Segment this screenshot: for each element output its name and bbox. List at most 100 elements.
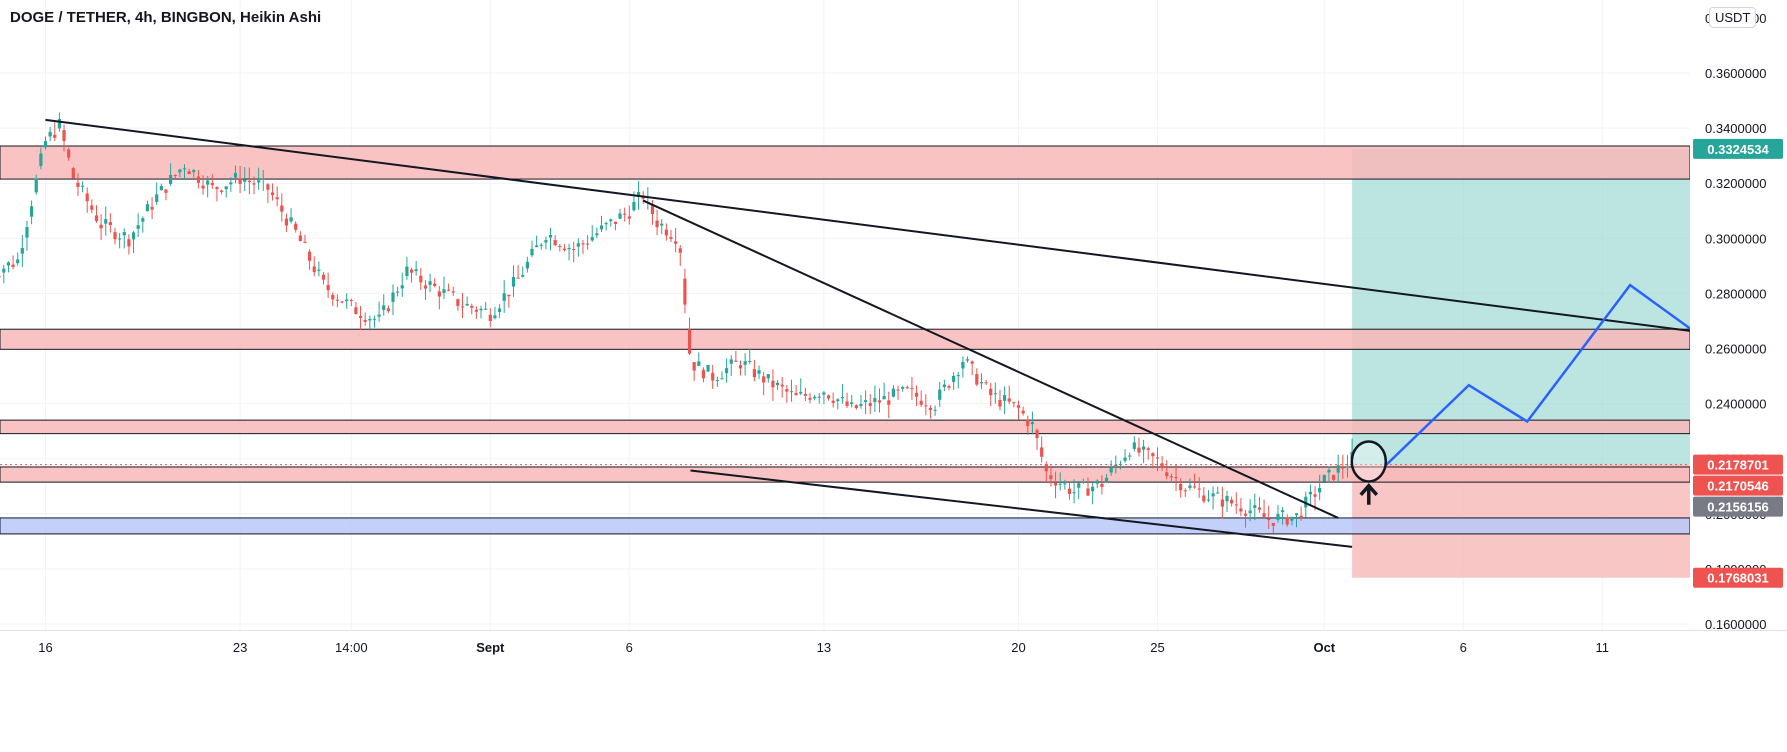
candle-body [706,364,710,372]
candle-body [136,225,140,229]
candle-body [952,375,956,382]
candle-body [1100,483,1104,487]
price-label: 0.2178701 [1707,458,1768,473]
candle-body [1044,464,1048,472]
candle-body [539,244,543,246]
candle-body [609,219,613,222]
candle-body [683,278,687,305]
price-axis [1690,0,1787,752]
candle-body [164,189,168,193]
candle-body [752,369,756,378]
candle-body [6,262,11,266]
candle-body [85,193,89,202]
candle-body [266,184,270,190]
x-tick-label: Sept [476,640,505,655]
candle-body [465,303,469,306]
candle-body [67,149,71,158]
candle-body [650,205,655,215]
candle-body [720,378,724,380]
candle-body [145,204,150,212]
candle-body [664,229,668,236]
candle-body [76,182,80,187]
candle-body [345,299,349,302]
candle-body [1155,457,1160,459]
candle-body [738,365,743,369]
candle-body [919,400,923,405]
candle-body [743,361,747,365]
candle-body [470,305,474,308]
candle-body [910,388,914,390]
candle-body [1012,402,1016,404]
candle-body [294,223,298,230]
candle-body [576,243,580,247]
candle-body [975,374,979,385]
candle-body [108,222,112,226]
x-tick-label: 6 [1460,640,1467,655]
candle-body [623,213,627,215]
candle-body [289,217,293,222]
candle-body [243,179,247,182]
candle-body [363,319,367,322]
x-tick-label: 25 [1150,640,1164,655]
candle-body [451,291,455,293]
candle-body [1142,446,1146,450]
candle-body [701,369,706,379]
candle-body [141,218,145,222]
candle-body [891,388,895,397]
candle-body [1188,485,1192,488]
candle-body [1021,410,1025,414]
candle-body [1016,405,1021,408]
candle-body [813,396,817,399]
candle-body [965,359,970,361]
candle-body [2,268,6,273]
candle-body [358,315,363,318]
candle-body [159,186,163,191]
candle-body [1322,474,1326,482]
candle-body [627,216,631,219]
candle-body [1290,516,1294,521]
candle-body [30,206,34,217]
candle-body [604,223,608,225]
candle-body [989,388,993,396]
trendline [642,199,1339,519]
candle-body [1049,475,1053,480]
candle-body [71,168,75,179]
price-label-bg [1693,567,1783,588]
candle-body [618,213,622,219]
candle-body [437,291,441,297]
candle-body [854,405,858,409]
x-tick-label: 20 [1011,640,1025,655]
candle-body [567,248,571,250]
candle-body [850,402,854,405]
candle-body [62,130,66,142]
candle-body [1081,481,1085,483]
support-zone [0,517,1691,535]
candle-body [1114,464,1118,467]
currency-selector[interactable]: USDT [1709,7,1757,28]
candle-body [229,182,233,185]
candle-body [725,368,729,374]
candle-body [488,314,492,321]
candle-body [270,192,275,196]
candle-body [99,224,103,229]
candle-body [507,294,511,297]
y-tick-label: 0.3200000 [1705,176,1766,191]
candle-body [155,194,159,202]
candle-body [1234,504,1238,506]
candle-body [1308,491,1312,495]
candle-body [1220,499,1224,507]
candle-body [1104,477,1109,483]
candle-body [90,205,94,210]
candle-body [775,382,780,386]
candle-body [748,360,752,362]
candle-body [1109,467,1113,473]
candle-body [1091,486,1095,492]
candle-body [298,235,302,242]
candle-body [1211,493,1215,497]
candle-body [1072,492,1076,494]
candle-body [1174,477,1178,479]
candle-body [1128,455,1132,457]
candle-body [887,400,891,405]
candle-body [632,201,636,211]
